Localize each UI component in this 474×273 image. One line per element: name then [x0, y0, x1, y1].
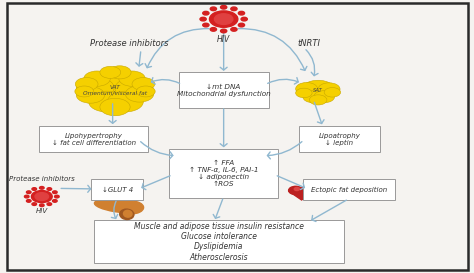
Circle shape	[231, 7, 237, 11]
Circle shape	[47, 203, 52, 205]
Circle shape	[289, 186, 303, 194]
Circle shape	[100, 66, 121, 78]
Polygon shape	[289, 191, 315, 200]
Circle shape	[200, 17, 206, 21]
Circle shape	[214, 14, 233, 24]
FancyBboxPatch shape	[303, 180, 395, 200]
Text: Ectopic fat deposition: Ectopic fat deposition	[310, 187, 387, 193]
FancyBboxPatch shape	[299, 126, 380, 152]
Text: ↓GLUT 4: ↓GLUT 4	[102, 187, 133, 193]
Circle shape	[220, 5, 227, 9]
Circle shape	[238, 23, 245, 27]
Ellipse shape	[311, 186, 345, 199]
Circle shape	[32, 203, 36, 205]
Circle shape	[53, 191, 57, 194]
Circle shape	[39, 204, 44, 207]
Circle shape	[210, 7, 217, 11]
Ellipse shape	[124, 210, 132, 217]
Circle shape	[303, 91, 324, 103]
Ellipse shape	[120, 209, 134, 219]
Text: tNRTI: tNRTI	[297, 39, 320, 48]
Text: HIV: HIV	[217, 35, 230, 44]
Circle shape	[35, 193, 48, 200]
Circle shape	[301, 80, 335, 100]
Circle shape	[27, 200, 31, 202]
Circle shape	[136, 86, 155, 97]
Text: Protease inhibitors: Protease inhibitors	[90, 39, 168, 48]
Circle shape	[100, 98, 130, 116]
Circle shape	[294, 188, 300, 191]
Circle shape	[119, 71, 145, 86]
Ellipse shape	[94, 200, 140, 213]
Circle shape	[210, 28, 217, 31]
FancyBboxPatch shape	[169, 149, 278, 198]
Circle shape	[310, 95, 327, 105]
Circle shape	[53, 200, 57, 202]
Circle shape	[318, 83, 340, 96]
Circle shape	[231, 28, 237, 31]
Polygon shape	[339, 190, 345, 194]
Circle shape	[126, 86, 154, 102]
Circle shape	[324, 88, 341, 97]
FancyBboxPatch shape	[39, 126, 148, 152]
Text: ↓mt DNA
Mitochondrial dysfunction: ↓mt DNA Mitochondrial dysfunction	[177, 84, 271, 97]
Circle shape	[75, 86, 94, 97]
Ellipse shape	[118, 201, 144, 214]
Circle shape	[31, 191, 52, 203]
FancyBboxPatch shape	[94, 221, 344, 263]
Ellipse shape	[310, 185, 328, 194]
Circle shape	[314, 91, 335, 103]
Circle shape	[296, 82, 318, 95]
Circle shape	[109, 66, 131, 79]
Text: Muscle and adipose tissue insulin resistance
Glucose intolerance
Dyslipidemia
At: Muscle and adipose tissue insulin resist…	[134, 221, 304, 262]
Circle shape	[301, 186, 315, 194]
Circle shape	[108, 91, 143, 112]
FancyBboxPatch shape	[179, 72, 269, 108]
Text: SAT: SAT	[313, 88, 323, 93]
Text: HIV: HIV	[36, 208, 48, 214]
Circle shape	[75, 78, 98, 91]
Circle shape	[25, 195, 29, 198]
Text: VAT
Omentum/visceral fat: VAT Omentum/visceral fat	[83, 85, 147, 96]
FancyBboxPatch shape	[91, 180, 143, 200]
Circle shape	[86, 73, 144, 107]
Circle shape	[27, 191, 31, 194]
Text: Lipoatrophy
↓ leptin: Lipoatrophy ↓ leptin	[319, 133, 360, 146]
Text: Protease inhibitors: Protease inhibitors	[9, 176, 75, 182]
Polygon shape	[362, 190, 368, 194]
Circle shape	[84, 71, 110, 86]
Text: ↑ FFA
↑ TNF-α, IL-6, PAI-1
↓ adiponectin
↑ROS: ↑ FFA ↑ TNF-α, IL-6, PAI-1 ↓ adiponectin…	[189, 160, 258, 187]
Circle shape	[115, 78, 153, 99]
Circle shape	[89, 91, 125, 112]
Circle shape	[132, 78, 155, 91]
Circle shape	[241, 17, 247, 21]
Circle shape	[238, 11, 245, 15]
Circle shape	[76, 87, 105, 103]
Circle shape	[55, 195, 59, 198]
Circle shape	[47, 188, 52, 190]
Circle shape	[76, 77, 114, 99]
Circle shape	[203, 23, 209, 27]
Ellipse shape	[342, 189, 365, 195]
Circle shape	[32, 188, 36, 190]
Circle shape	[203, 11, 209, 15]
Circle shape	[39, 186, 44, 189]
Circle shape	[210, 11, 238, 27]
Circle shape	[220, 29, 227, 33]
Circle shape	[296, 88, 312, 98]
Text: Lipohypertrophy
↓ fat cell differentiation: Lipohypertrophy ↓ fat cell differentiati…	[52, 133, 136, 146]
